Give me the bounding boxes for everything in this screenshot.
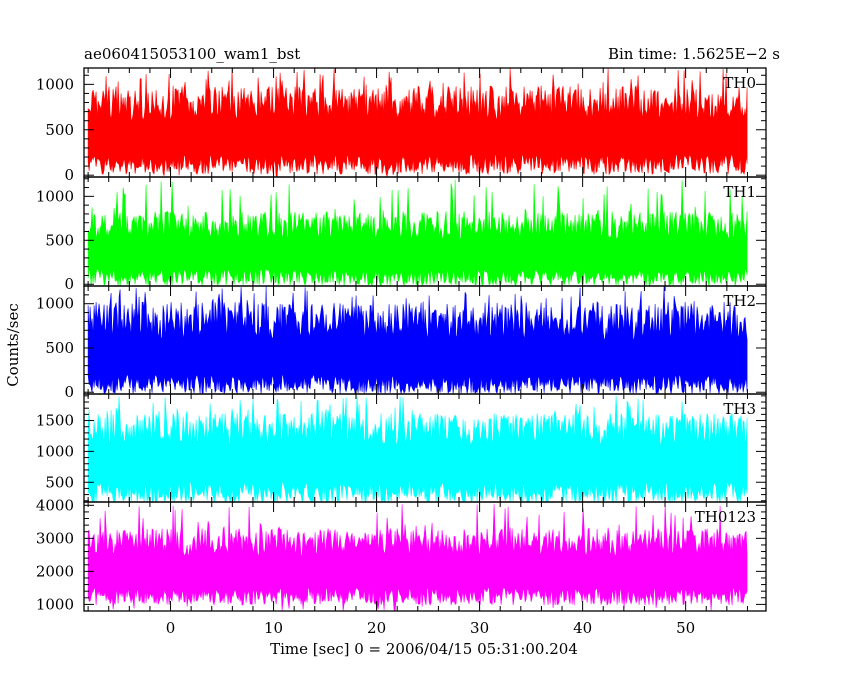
y-tick-label: 1000 [36, 187, 74, 205]
panel-frame [83, 501, 767, 612]
y-tick-label: 1000 [36, 295, 74, 313]
panel-label-th0123: TH0123 [695, 508, 756, 526]
chart-subtitle: Bin time: 1.5625E−2 s [608, 45, 780, 63]
x-axis-label: Time [sec] 0 = 2006/04/15 05:31:00.204 [270, 640, 578, 658]
series-th0123-curve [87, 504, 748, 611]
y-tick-label: 1500 [36, 412, 74, 430]
panel-th3: 500 1000 1500 TH3 [36, 393, 767, 504]
y-tick-label: 2000 [36, 562, 74, 580]
panel-label-th1: TH1 [723, 183, 756, 201]
y-tick-label: 3000 [36, 529, 74, 547]
panel-th2: 0 500 1000 TH2 [36, 285, 767, 401]
y-tick-label: 0 [64, 383, 74, 401]
y-tick-label: 4000 [36, 496, 74, 514]
panel-label-th3: TH3 [723, 400, 756, 418]
y-tick-label: 500 [45, 473, 74, 491]
x-tick-label: 30 [470, 619, 489, 637]
series-th3-curve [87, 395, 748, 504]
panel-label-th0: TH0 [723, 74, 756, 92]
y-tick-label: 1000 [36, 595, 74, 613]
y-tick-label: 0 [64, 275, 74, 293]
y-tick-label: 0 [64, 166, 74, 184]
x-tick-label: 50 [676, 619, 695, 637]
panel-label-th2: TH2 [723, 292, 756, 310]
x-tick-label: 0 [166, 619, 176, 637]
y-tick-label: 1000 [36, 442, 74, 460]
y-tick-label: 500 [45, 121, 74, 139]
x-tick-label: 40 [573, 619, 592, 637]
series-th2-curve [87, 286, 748, 395]
y-tick-label: 500 [45, 339, 74, 357]
y-tick-label: 500 [45, 231, 74, 249]
y-axis-label: Counts/sec [4, 303, 22, 387]
series-th1-curve [87, 179, 748, 288]
panel-th0: 0 500 1000 TH0 [36, 67, 767, 184]
panel-th0123: 1000 2000 3000 4000 TH0123 [36, 496, 767, 613]
chart-title: ae060415053100_wam1_bst [84, 45, 300, 63]
series-th0-curve [87, 68, 748, 178]
panel-th1: 0 500 1000 TH1 [36, 176, 767, 293]
x-tick-label: 20 [367, 619, 386, 637]
y-tick-label: 1000 [36, 75, 74, 93]
x-tick-label: 10 [264, 619, 283, 637]
